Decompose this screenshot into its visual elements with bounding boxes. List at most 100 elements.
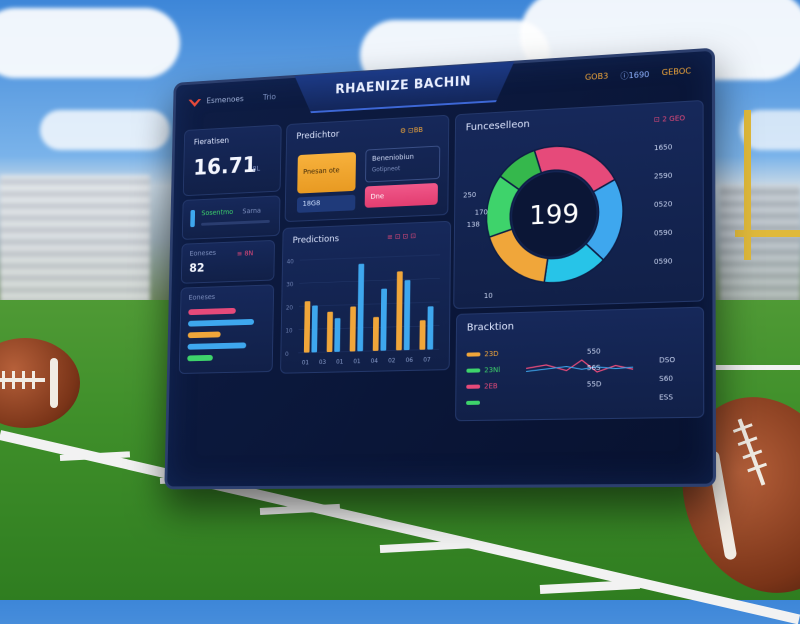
y-tick-label: 10: [285, 329, 293, 335]
list-card[interactable]: Eoneses: [178, 284, 275, 375]
prediction-orange-tile[interactable]: Pnesan ote: [297, 151, 356, 194]
list-bar: [187, 318, 255, 327]
y-tick-label: 0: [285, 352, 289, 358]
stat-label-a: Sosentmo: [201, 208, 234, 218]
header-status-b: ⓘ1690: [620, 69, 650, 81]
predictions-bar-chart: 40 30 20 10 0 01 03 01 01 04 02 06 07: [285, 222, 450, 366]
donut-segment[interactable]: [489, 228, 548, 285]
prediction-blue-tile[interactable]: 18G8: [296, 194, 356, 213]
list-bar: [187, 331, 221, 339]
grid-line: [299, 302, 440, 306]
goalpost: [744, 110, 751, 260]
bracket-row-left: 2EB: [484, 382, 498, 391]
sky-cloud: [0, 8, 180, 78]
bracket-row-right: 56S: [586, 363, 601, 373]
x-tick-label: 06: [406, 358, 414, 364]
donut-right-label: 0590: [653, 257, 673, 267]
predictions-chart-card[interactable]: Predictions ≡ ⊡ ⊡ ⊡ 40 30 20 10 0 01 03 01 01 04 0…: [280, 220, 452, 374]
prediction-blue-text: 18G8: [302, 199, 321, 208]
sparkline-pink: [526, 359, 633, 374]
list-bar: [187, 342, 247, 350]
stat-sub: 8L: [252, 164, 261, 173]
bracket-row-right: 550: [586, 347, 601, 356]
donut-segment[interactable]: [500, 150, 541, 190]
x-tick-label: 01: [336, 359, 344, 365]
donut-left-label: 170: [474, 208, 488, 217]
stat-indicator-bar: [190, 209, 196, 228]
list-title: Eoneses: [188, 293, 216, 302]
bar-blue[interactable]: [334, 318, 341, 352]
y-tick-label: 20: [286, 305, 294, 311]
donut-chart: 199: [454, 101, 703, 308]
prediction-pink-text: Dne: [370, 192, 385, 201]
x-tick-label: 07: [423, 357, 431, 363]
header-status-c: GEBOC: [661, 66, 692, 78]
donut-right-label: 1650: [653, 143, 673, 153]
bracket-row-left: 23Nl: [484, 365, 501, 375]
donut-right-label: 0520: [653, 200, 673, 209]
bar-blue[interactable]: [380, 288, 387, 351]
stat-card-secondary[interactable]: Sosentmo Sarna: [181, 195, 281, 240]
bracket-row-right: 55D: [586, 380, 602, 389]
bracket-row-pill: [466, 368, 481, 373]
list-bar: [187, 354, 213, 362]
list-bars: [182, 285, 274, 362]
y-tick-label: 30: [286, 282, 294, 288]
bracket-row-left: 23D: [484, 349, 499, 359]
donut-card[interactable]: Funceselleon 199 ⊡ 2 GEO 1650 2590 0520 0590…: [453, 99, 705, 310]
header-icons[interactable]: Trio: [262, 92, 276, 102]
bar-orange[interactable]: [326, 311, 333, 353]
donut-segment[interactable]: [544, 243, 603, 283]
donut-left-label: 138: [466, 220, 480, 230]
prediction-card[interactable]: Predichtor ⚙ ⊡BB Pnesan ote 18G8 Benenio…: [284, 114, 450, 223]
grid-line: [299, 278, 439, 283]
bar-orange[interactable]: [303, 301, 311, 353]
bracket-card[interactable]: Bracktion 23D 550 23Nl 56S 2EB 55D DSO S60 ESS: [455, 306, 705, 422]
dashboard-screen: RHAENIZE BACHIN Esmenoes Trio GOB3 ⓘ1690…: [164, 47, 717, 490]
bar-blue[interactable]: [427, 306, 434, 350]
donut-right-label: 0590: [653, 228, 673, 238]
header-status: GOB3 ⓘ1690 GEBOC: [585, 66, 691, 84]
bracket-far-label: ESS: [659, 393, 673, 402]
dashboard-title: RHAENIZE BACHIN: [335, 74, 472, 98]
stat-value: 16.71: [193, 153, 257, 181]
donut-center: [511, 170, 597, 259]
brand-name: Esmenoes: [206, 94, 244, 106]
donut-left-label: 10: [483, 291, 493, 301]
bar-orange[interactable]: [349, 306, 356, 352]
stat-card-title: Fieratisen: [193, 136, 230, 147]
prediction-right-label: Beneniobiun: [371, 152, 414, 163]
bar-orange[interactable]: [419, 320, 426, 350]
bar-orange[interactable]: [372, 316, 379, 351]
stat3-label: Eoneses: [189, 249, 217, 258]
bracket-far-label: S60: [659, 374, 674, 384]
brand-logo-icon: [188, 98, 202, 108]
y-tick-label: 40: [287, 259, 295, 265]
stat3-value: 82: [189, 260, 205, 275]
donut-right-label: ⊡ 2 GEO: [653, 114, 686, 124]
donut-value: 199: [529, 198, 579, 230]
bar-blue[interactable]: [311, 305, 318, 353]
prediction-right-box[interactable]: Beneniobiun Gotipneot: [365, 145, 441, 183]
stat3-tag: ≡ 8N: [236, 249, 254, 258]
grid-line: [300, 255, 440, 260]
prediction-icons[interactable]: ⚙ ⊡BB: [399, 125, 424, 136]
bar-blue[interactable]: [357, 263, 365, 352]
donut-segment[interactable]: [534, 143, 615, 194]
prediction-pink-tile[interactable]: Dne: [364, 182, 438, 208]
stat-progress: [201, 219, 270, 226]
bracket-row-pill: [466, 352, 481, 357]
x-tick-label: 02: [388, 358, 396, 364]
stadium-stands: [720, 185, 800, 315]
donut-right-label: 2590: [653, 171, 673, 181]
prediction-right-sub: Gotipneot: [371, 165, 401, 174]
prediction-title: Predichtor: [296, 129, 340, 142]
bracket-row-pill: [466, 400, 480, 405]
stat-card-third[interactable]: Eoneses 82 ≡ 8N: [180, 239, 276, 284]
sky-cloud: [40, 110, 170, 150]
stat-card-main[interactable]: Fieratisen 16.71 8L: [182, 124, 282, 197]
x-tick-label: 01: [353, 359, 361, 365]
bracket-far-label: DSO: [659, 355, 676, 365]
bar-orange[interactable]: [396, 271, 403, 351]
bar-blue[interactable]: [403, 279, 411, 351]
